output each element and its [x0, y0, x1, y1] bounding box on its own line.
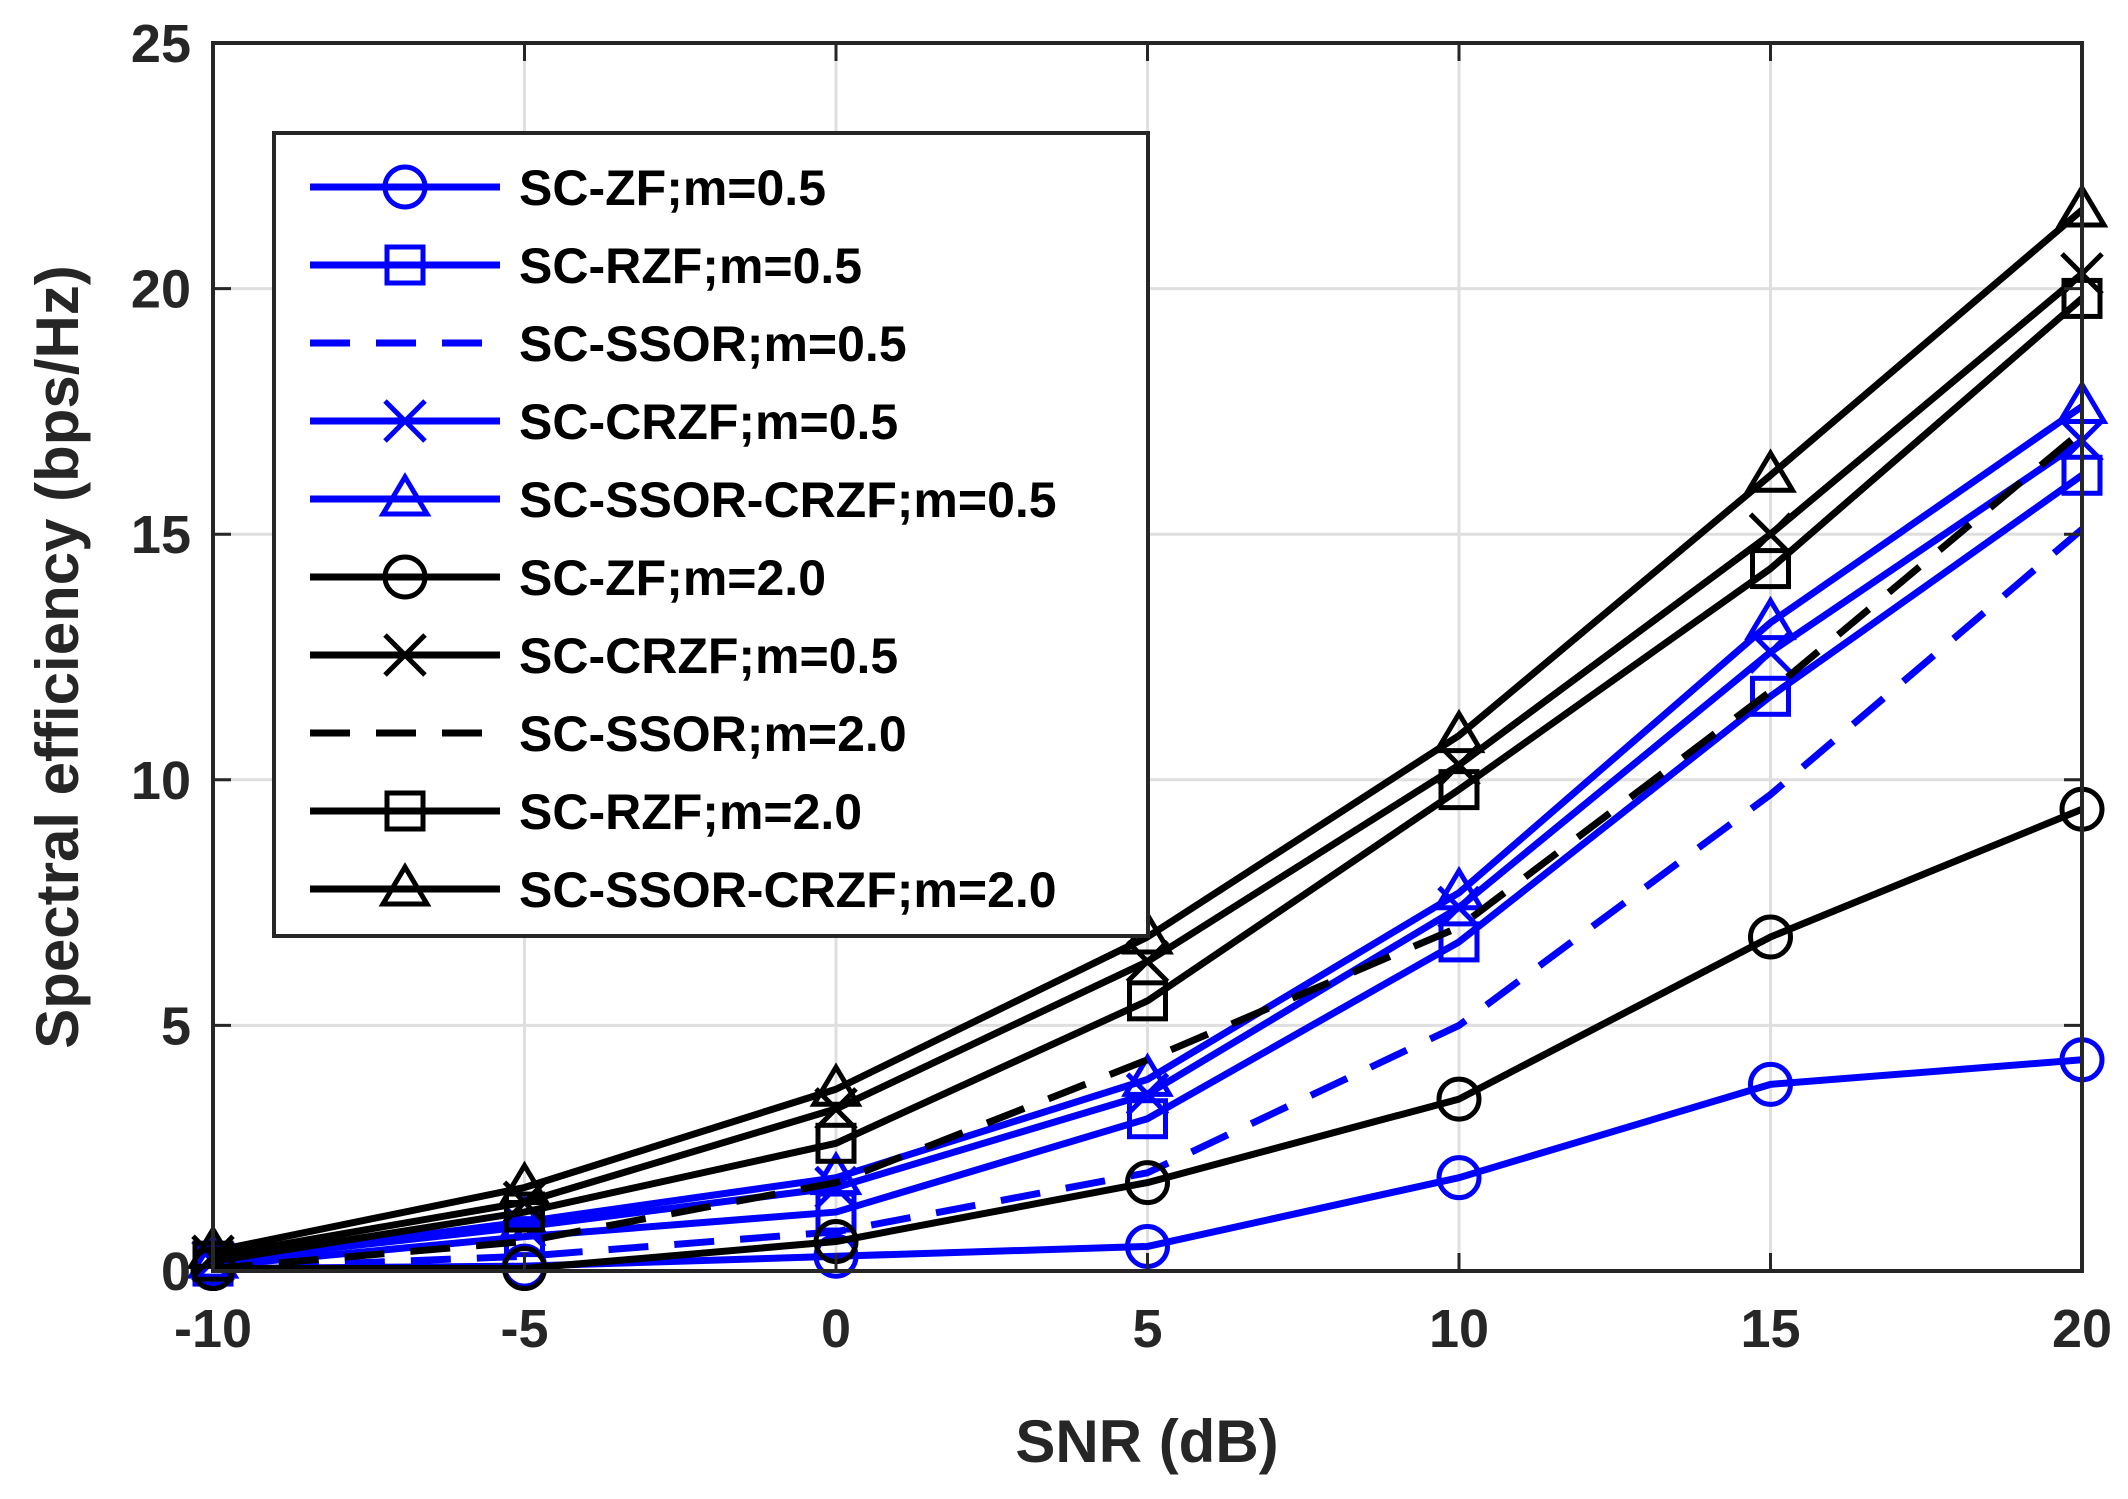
legend-entry: SC-CRZF;m=0.5 [310, 394, 898, 450]
x-tick-label: 5 [1132, 1299, 1162, 1359]
legend-label: SC-ZF;m=0.5 [519, 160, 826, 216]
legend: SC-ZF;m=0.5 SC-RZF;m=0.5 SC-SSOR;m=0.5 SC-C… [272, 131, 1150, 938]
x-tick-label: -5 [500, 1299, 548, 1359]
circle-marker [382, 164, 428, 210]
square-marker [1127, 1098, 1168, 1140]
legend-entry: SC-RZF;m=2.0 [310, 784, 862, 840]
legend-label: SC-RZF;m=2.0 [519, 784, 862, 840]
triangle-marker [1432, 708, 1486, 754]
circle-marker [1748, 914, 1793, 960]
triangle-marker [809, 1150, 863, 1196]
series-3 [212, 526, 2085, 1273]
y-axis-label: Spectral efficiency (bps/Hz) [24, 265, 91, 1049]
y-tick-label: 0 [161, 1242, 191, 1302]
triangle-marker [1744, 595, 1797, 641]
legend-label: SC-RZF;m=0.5 [519, 238, 862, 294]
series-line [212, 295, 2085, 1265]
x-axis-label: SNR (dB) [1015, 1408, 1278, 1475]
square-marker [384, 244, 426, 286]
series-9 [192, 277, 2103, 1282]
y-tick-label: 15 [131, 505, 191, 565]
x-tick-label: 15 [1740, 1299, 1800, 1359]
x-marker [1748, 512, 1793, 556]
legend-label: SC-CRZF;m=0.5 [519, 394, 898, 450]
legend-label: SC-ZF;m=2.0 [519, 550, 826, 606]
y-tick-label: 5 [161, 996, 191, 1056]
x-marker-stroke [1125, 939, 1170, 984]
square-marker [1127, 980, 1168, 1022]
circle-marker [382, 554, 428, 600]
x-marker [1125, 939, 1170, 984]
x-tick-label: 20 [2052, 1299, 2112, 1359]
triangle-marker [1744, 448, 1797, 493]
circle-marker [813, 1233, 859, 1279]
legend-label: SC-SSOR-CRZF;m=2.0 [519, 862, 1057, 918]
y-tick-label: 20 [131, 260, 191, 320]
triangle-marker [1432, 865, 1486, 911]
series-5 [186, 379, 2109, 1279]
circle-marker [1748, 1061, 1793, 1107]
legend-entry: SC-RZF;m=0.5 [310, 238, 862, 294]
circle-marker [1436, 1076, 1482, 1122]
circle-marker [1125, 1160, 1170, 1206]
square-marker [1750, 675, 1791, 717]
square-marker [1438, 769, 1480, 811]
square-marker [1750, 548, 1791, 590]
legend-label: SC-SSOR;m=2.0 [519, 706, 907, 762]
x-tick-label: -10 [174, 1299, 252, 1359]
triangle-marker [378, 862, 432, 907]
triangle-marker [498, 1194, 551, 1240]
legend-entry: SC-ZF;m=0.5 [310, 160, 826, 216]
square-marker [1438, 921, 1480, 963]
legend-label: SC-SSOR-CRZF;m=0.5 [519, 472, 1057, 528]
triangle-marker [378, 472, 432, 517]
legend-entry: SC-SSOR;m=0.5 [310, 316, 907, 372]
axis-ticks: -10 -5 0 5 10 15 20 0 5 10 15 20 25 [131, 14, 2112, 1359]
y-tick-label: 10 [131, 751, 191, 811]
x-marker-stroke [814, 1087, 858, 1131]
x-tick-label: 10 [1429, 1299, 1489, 1359]
square-marker [815, 1122, 857, 1164]
x-marker-stroke [383, 633, 427, 677]
series-line [212, 526, 2085, 1273]
legend-entry: SC-SSOR-CRZF;m=2.0 [310, 862, 1057, 918]
legend-entry: SC-CRZF;m=0.5 [310, 628, 898, 684]
legend-entry: SC-SSOR;m=2.0 [310, 706, 907, 762]
series-line [212, 403, 2084, 1265]
triangle-marker [809, 1062, 863, 1107]
x-marker-stroke [1748, 512, 1793, 556]
circle-marker [1436, 1155, 1482, 1201]
legend-label: SC-SSOR;m=0.5 [519, 316, 907, 372]
square-marker [384, 790, 426, 832]
legend-label: SC-CRZF;m=0.5 [519, 628, 898, 684]
triangle-marker [498, 1160, 551, 1205]
triangle-marker [1121, 1052, 1174, 1097]
legend-entry: SC-SSOR-CRZF;m=0.5 [310, 472, 1057, 528]
y-tick-label: 25 [131, 14, 191, 74]
legend-entry: SC-ZF;m=2.0 [310, 550, 826, 606]
x-marker [383, 399, 427, 443]
circle-marker [502, 1246, 547, 1292]
series-layer [186, 183, 2109, 1292]
x-tick-label: 0 [821, 1299, 851, 1359]
x-marker [383, 633, 427, 677]
square-marker [504, 1191, 545, 1233]
x-marker-stroke [383, 399, 427, 443]
